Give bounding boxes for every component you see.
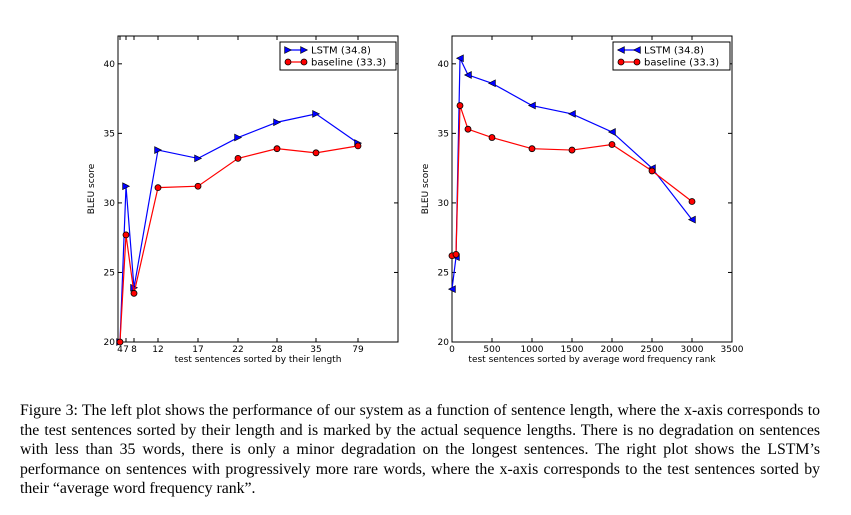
- data-point: [447, 285, 456, 294]
- x-tick-label: 7: [123, 345, 129, 355]
- x-tick-label: 500: [483, 345, 500, 355]
- x-tick-label: 22: [232, 345, 243, 355]
- x-tick-label: 35: [310, 345, 321, 355]
- data-point: [527, 101, 536, 110]
- data-point: [234, 133, 243, 142]
- legend-marker: [300, 58, 308, 66]
- data-point: [607, 128, 616, 136]
- data-point: [354, 142, 362, 150]
- legend-box: [612, 41, 731, 71]
- data-point: [455, 54, 464, 63]
- legend-label: baseline (33.3): [644, 58, 719, 69]
- right-chart-panel: 20 25 30 35 40 0 500 1000 1500 2000 2500 3000 3500 te…: [421, 35, 744, 365]
- data-point: [130, 289, 138, 297]
- data-point: [568, 146, 576, 154]
- data-point: [116, 338, 124, 346]
- data-point: [312, 149, 320, 157]
- data-point: [688, 198, 696, 205]
- series-line-1: [119, 145, 359, 343]
- legend-marker: [300, 46, 309, 54]
- data-point: [648, 167, 656, 175]
- x-axis-title: test sentences sorted by their length: [175, 355, 342, 365]
- data-point: [122, 182, 131, 191]
- data-point: [608, 141, 616, 148]
- x-tick-label: 1000: [521, 345, 544, 355]
- y-tick-label: 40: [104, 60, 116, 70]
- data-point: [194, 182, 202, 190]
- x-tick-label: 3500: [721, 345, 744, 355]
- y-tick-label: 30: [104, 199, 116, 209]
- x-tick-label: 12: [152, 345, 163, 355]
- x-tick-label: 28: [271, 345, 283, 355]
- y-tick-label: 20: [104, 338, 116, 348]
- legend-label: baseline (33.3): [311, 58, 386, 69]
- legend-box: [279, 41, 397, 71]
- x-tick-label: 2500: [641, 345, 664, 355]
- legend-marker: [632, 46, 641, 54]
- x-tick-label: 2000: [601, 345, 624, 355]
- data-point: [567, 110, 576, 118]
- data-point: [456, 102, 464, 109]
- legend-marker: [616, 46, 625, 54]
- legend-marker: [617, 58, 625, 66]
- data-point: [273, 118, 282, 127]
- x-tick-label: 1500: [561, 345, 584, 355]
- x-tick-label: 8: [131, 345, 137, 355]
- legend-marker: [633, 58, 641, 66]
- y-tick-label: 25: [104, 268, 115, 278]
- y-tick-label: 35: [438, 129, 449, 139]
- y-tick-label: 40: [438, 60, 450, 70]
- x-tick-label: 17: [192, 345, 203, 355]
- data-point: [154, 184, 162, 192]
- series-line-1: [451, 105, 693, 257]
- data-point: [488, 134, 496, 141]
- data-point: [273, 145, 281, 153]
- data-point: [687, 215, 696, 224]
- legend-label: LSTM (34.8): [311, 46, 371, 57]
- data-point: [122, 231, 130, 239]
- data-point: [452, 250, 460, 258]
- plot-frame: [117, 35, 399, 343]
- legend-label: LSTM (34.8): [644, 46, 704, 57]
- y-axis-title: BLEU score: [421, 163, 431, 214]
- x-tick-label: 3000: [681, 345, 704, 355]
- data-point: [312, 110, 321, 118]
- y-axis-title: BLEU score: [87, 163, 97, 214]
- data-point: [487, 79, 496, 88]
- data-point: [464, 125, 472, 133]
- plot-frame: [451, 35, 733, 343]
- data-point: [528, 145, 536, 153]
- y-tick-label: 20: [438, 338, 450, 348]
- legend-marker: [284, 58, 292, 66]
- x-tick-label: 4: [117, 345, 123, 355]
- data-point: [194, 154, 203, 163]
- x-tick-label: 79: [352, 345, 364, 355]
- data-point: [234, 154, 242, 162]
- y-tick-label: 25: [438, 268, 449, 278]
- figure-caption: Figure 3: The left plot shows the perfor…: [20, 402, 820, 497]
- data-point: [154, 146, 163, 154]
- x-tick-label: 0: [449, 345, 455, 355]
- y-tick-label: 35: [104, 129, 115, 139]
- left-chart-panel: 20 25 30 35 40 4 7 8 12 17 22 28 35 79 test sentences …: [87, 35, 399, 365]
- y-tick-label: 30: [438, 199, 450, 209]
- legend-marker: [284, 46, 293, 54]
- x-axis-title: test sentences sorted by average word fr…: [468, 355, 716, 365]
- data-point: [463, 71, 472, 79]
